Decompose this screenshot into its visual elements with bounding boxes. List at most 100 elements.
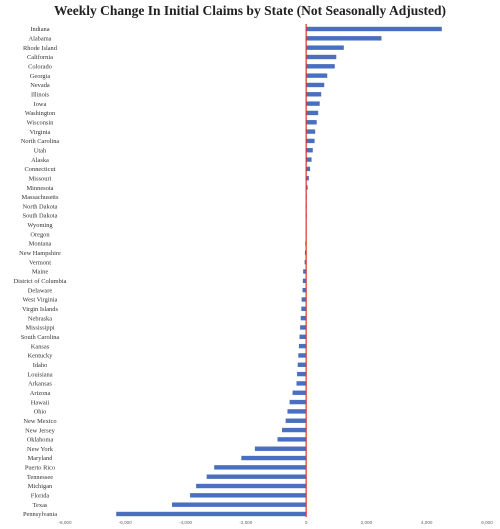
category-label: Massachusetts [22,194,59,201]
bar-new-jersey [282,427,307,433]
category-label: Vermont [29,259,51,266]
bar-hawaii [289,399,307,405]
bar-kentucky [298,353,307,358]
category-label: New Hampshire [19,250,61,257]
category-label: Kansas [31,343,50,350]
category-label: Idaho [33,362,48,369]
bar-new-mexico [285,418,307,423]
bar-maryland [241,455,307,461]
category-label: Washington [25,110,56,117]
x-tick-label: 4,000 [421,520,433,525]
bar-west-virginia [301,297,307,302]
bar-utah [306,148,313,153]
category-label: North Carolina [21,138,60,145]
category-label: Wyoming [27,222,53,229]
category-label: Arkansas [28,381,52,388]
category-label: Minnesota [27,185,54,192]
bar-california [306,54,337,60]
x-tick-label: 2,000 [361,520,373,525]
category-label: Texas [33,502,48,509]
bar-virginia [306,129,316,134]
bar-mississippi [300,325,307,330]
category-label: Indiana [30,26,49,33]
bar-kansas [298,343,307,349]
category-label: West Virginia [23,297,58,304]
category-label: Pennsylvania [23,511,57,518]
bar-rhode-island [306,45,344,50]
category-label: Tennessee [27,474,53,481]
category-label: Hawaii [31,399,50,406]
category-label: Georgia [30,73,51,80]
bar-new-hampshire [304,250,307,256]
bar-washington [306,110,319,116]
category-label: Oregon [30,231,50,238]
category-label: Utah [34,147,47,154]
bar-nevada [306,82,325,88]
bar-indiana [306,26,442,32]
x-tick-label: -4,000 [179,520,192,525]
category-label: South Carolina [21,334,60,341]
bar-georgia [306,73,328,78]
bar-minnesota [306,185,308,190]
bar-maine [303,269,307,274]
category-label: North Dakota [23,203,58,210]
category-label: Alaska [31,157,49,164]
category-label: Nevada [30,82,50,89]
category-label: Virgin Islands [22,306,58,313]
category-label: Florida [31,493,50,500]
category-label: Rhode Island [23,45,58,52]
bar-new-york [254,446,307,451]
bar-pennsylvania [116,511,307,517]
category-label: Iowa [34,101,47,108]
x-tick-label: 0 [305,520,308,525]
category-label: South Dakota [23,213,58,220]
category-label: Kentucky [28,353,54,360]
bar-arizona [292,390,307,395]
bar-ohio [287,409,307,414]
bar-south-carolina [299,334,307,339]
bar-virgin-islands [301,306,307,312]
bar-colorado [306,64,335,69]
bar-district-of-columbia [302,278,307,284]
bar-texas [172,502,307,507]
x-axis-ticks-layer: -8,000 -6,000 -4,000 -2,000 0 2,000 4,000 6,000 [58,520,493,525]
bar-michigan [196,483,307,489]
bar-alaska [306,157,312,162]
category-label: Michigan [28,483,53,490]
bar-delaware [302,287,307,293]
chart-title: Weekly Change In Initial Claims by State… [54,3,446,18]
bar-idaho [297,362,307,367]
category-label: Missouri [29,175,52,182]
bar-alabama [306,36,382,41]
bar-nebraska [300,315,307,321]
category-label: Montana [29,241,52,248]
x-tick-label: -2,000 [239,520,252,525]
bar-vermont [304,259,307,265]
category-label: California [27,54,53,61]
bar-illinois [306,92,322,97]
bar-tennessee [206,474,307,479]
category-label: Mississippi [25,325,54,332]
category-label: Nebraska [28,315,52,322]
category-label: Puerto Rico [25,465,55,472]
category-label: Illinois [31,91,50,98]
category-label: Colorado [28,64,52,71]
bar-wisconsin [306,120,317,125]
category-label: Wisconsin [27,119,55,126]
category-label: Ohio [34,409,47,416]
category-label: New Mexico [23,418,56,425]
category-label: Alabama [28,36,51,43]
category-label: New York [27,446,54,453]
bar-connecticut [306,166,311,172]
category-label: Arizona [30,390,51,397]
category-labels-layer: Indiana Alabama Rhode Island California Colo… [14,26,67,518]
x-tick-label: -6,000 [119,520,132,525]
bars-layer [116,26,442,517]
category-label: Louisiana [27,371,52,378]
category-label: Maine [32,269,48,276]
bar-north-carolina [306,138,315,144]
bar-louisiana [297,371,307,377]
bar-puerto-rico [214,465,307,470]
category-label: District of Columbia [14,278,67,285]
bar-oklahoma [277,437,307,442]
